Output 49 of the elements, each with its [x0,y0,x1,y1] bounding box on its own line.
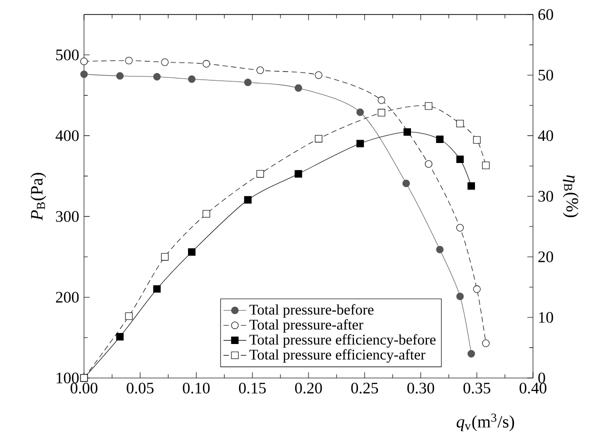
y-tick-label: 100 [56,372,79,384]
y2-tick-label: 10 [539,312,554,323]
point [294,84,302,92]
point [456,156,464,164]
y-tick-label: 200 [56,292,79,303]
point [404,128,412,136]
point [188,248,196,256]
y2-tick-label: 60 [538,9,554,20]
x-tick-label: 0.05 [126,382,154,394]
point [116,333,124,341]
point [456,292,464,300]
x-tick-label: 0.40 [520,382,546,394]
y-tick-label: 300 [56,211,79,222]
x-tick-label: 0.00 [70,382,98,394]
x-tick-label: 0.30 [407,382,434,394]
point [153,72,161,80]
legend-label: Total pressure-before [249,304,374,318]
point [402,180,410,188]
legend-label: Total pressure efficiency-after [249,349,426,363]
point [188,75,196,83]
x-tick-label: 0.10 [182,382,210,394]
y2-tick-label: 30 [538,190,554,202]
point [468,182,475,190]
point [356,140,364,148]
y2-tick-label: 0 [538,372,546,384]
point [356,108,364,116]
point [244,78,252,86]
y2-tick-label: 40 [538,130,554,142]
point [244,196,252,204]
point [80,70,88,78]
point [436,246,444,254]
y-tick-label: 500 [56,50,79,60]
point [294,170,302,178]
y2-tick-label: 50 [538,70,554,80]
x-tick-label: 0.20 [295,382,322,394]
legend-label: Total pressure efficiency-before [249,334,436,348]
point [468,350,475,358]
y-axis-title: P$_{B}$(Pa) [30,172,46,220]
point [153,285,161,293]
x-tick-label: 0.25 [351,382,378,394]
point [436,136,444,144]
x-axis-title: q$_{v}$(m$^{3}$/s) [456,414,514,432]
x-tick-label: 0.35 [463,382,490,394]
y2-axis-title: η$_{B}$(%) [562,175,579,218]
x-tick-label: 0.15 [238,382,266,394]
point [116,72,124,80]
y-tick-label: 400 [56,130,79,142]
y2-tick-label: 20 [538,251,554,262]
legend-label: Total pressure-after [249,319,364,333]
